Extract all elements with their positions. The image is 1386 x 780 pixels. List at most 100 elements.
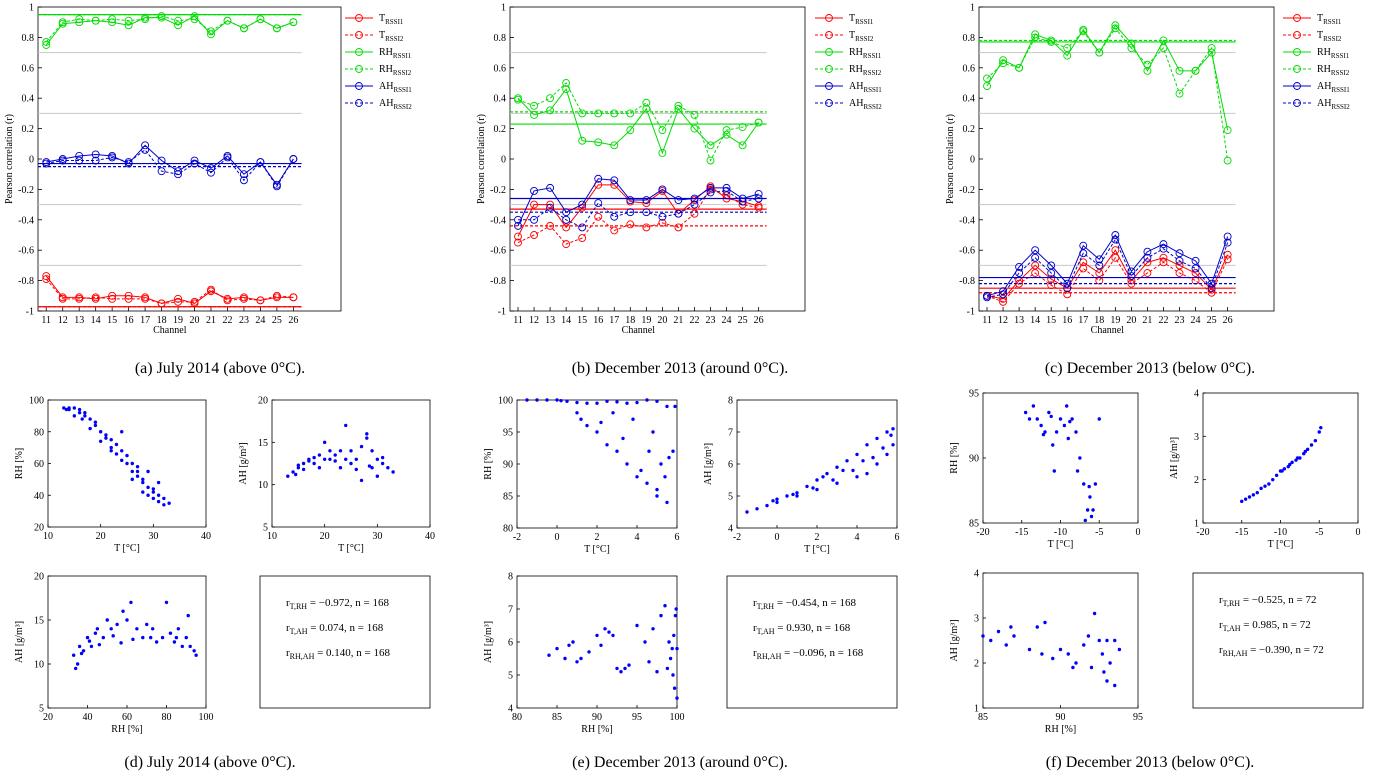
legend-marker bbox=[355, 82, 363, 90]
data-point-AH_RSSI1 bbox=[1191, 256, 1200, 265]
y-tick-label: 60 bbox=[34, 459, 44, 470]
scatter-point bbox=[1117, 647, 1122, 652]
scatter-point bbox=[579, 656, 583, 661]
data-point-RH_RSSI2 bbox=[738, 123, 747, 132]
caption-b: (b) December 2013 (around 0°C). bbox=[572, 360, 789, 377]
data-point-T_RSSI2 bbox=[594, 212, 603, 221]
y-tick-label: -1 bbox=[26, 307, 34, 318]
data-point-AH_RSSI1 bbox=[1031, 246, 1040, 255]
scatter-point bbox=[1317, 430, 1321, 434]
y-axis-label: RH [%] bbox=[14, 448, 25, 479]
data-point-RH_RSSI2 bbox=[1095, 48, 1104, 57]
scatter-point bbox=[1083, 518, 1088, 523]
series-line-AH_RSSI1 bbox=[986, 233, 1229, 297]
scatter-point bbox=[579, 417, 583, 421]
scatter-point bbox=[665, 666, 670, 671]
y-tick-label: 20 bbox=[34, 572, 44, 583]
y-tick-label: -1 bbox=[967, 307, 975, 318]
scatter-point bbox=[619, 670, 623, 674]
y-tick-label: 20 bbox=[34, 523, 44, 534]
scatter-point bbox=[625, 401, 629, 405]
correlation-stat: rRH,AH = 0.140, n = 168 bbox=[286, 647, 391, 661]
scatter-point bbox=[647, 660, 651, 664]
x-tick-label: 16 bbox=[593, 315, 603, 326]
data-point-RH_RSSI2 bbox=[1191, 66, 1200, 75]
x-tick-label: 10 bbox=[43, 531, 53, 542]
data-point-T_RSSI2 bbox=[674, 223, 683, 232]
x-tick-label: 22 bbox=[689, 315, 699, 326]
scatter-point bbox=[77, 407, 82, 412]
data-point-RH_RSSI2 bbox=[1031, 33, 1040, 42]
y-tick-label: 3 bbox=[974, 614, 979, 625]
y-tick-label: 0.2 bbox=[963, 124, 976, 135]
x-tick-label: -2 bbox=[733, 532, 741, 543]
legend-marker bbox=[355, 99, 363, 107]
scatter-point bbox=[98, 430, 103, 434]
data-point-AH_RSSI2 bbox=[42, 159, 51, 168]
y-tick-label: 95 bbox=[503, 428, 513, 439]
data-point-AH_RSSI1 bbox=[546, 183, 555, 192]
scatter-point bbox=[296, 466, 301, 470]
data-point-T_RSSI2 bbox=[562, 240, 571, 249]
scatter-point bbox=[120, 458, 124, 463]
y-tick-label: 4 bbox=[974, 569, 979, 580]
y-tick-label: 4 bbox=[1194, 389, 1199, 400]
scatter-point bbox=[1100, 652, 1105, 656]
x-tick-label: 90 bbox=[592, 712, 602, 723]
scatter-point bbox=[296, 463, 301, 467]
data-point-AH_RSSI2 bbox=[706, 188, 715, 197]
scatter-point bbox=[174, 635, 179, 640]
data-point-AH_RSSI1 bbox=[1047, 261, 1056, 270]
x-tick-label: -20 bbox=[976, 527, 989, 538]
scatter-point bbox=[595, 430, 599, 434]
data-point-AH_RSSI2 bbox=[1191, 264, 1200, 273]
scatter-point bbox=[871, 455, 875, 460]
scatter-point bbox=[286, 474, 290, 478]
data-point-T_RSSI1 bbox=[1159, 253, 1168, 262]
scatter-point bbox=[88, 417, 92, 421]
x-tick-label: 0 bbox=[555, 532, 560, 543]
scatter-point bbox=[1035, 417, 1039, 421]
scatter-point bbox=[981, 634, 985, 638]
scatter-point bbox=[795, 491, 799, 495]
scatter-point bbox=[891, 443, 895, 447]
scatter-point bbox=[359, 444, 364, 449]
y-axis-label: RH [%] bbox=[483, 448, 494, 479]
x-tick-label: 12 bbox=[998, 315, 1008, 326]
x-tick-label: 6 bbox=[895, 532, 900, 543]
correlation-stat: rT,RH = −0.525, n = 72 bbox=[1219, 594, 1316, 608]
scatter-point bbox=[1089, 665, 1094, 670]
y-tick-label: 2 bbox=[974, 659, 979, 670]
x-tick-label: 25 bbox=[1207, 315, 1217, 326]
scatter-point bbox=[855, 475, 859, 479]
x-tick-label: 30 bbox=[372, 531, 382, 542]
legend-label-T-RSSI1: TRSSI1 bbox=[849, 13, 874, 26]
data-point-RH_RSSI1 bbox=[578, 136, 587, 145]
data-point-RH_RSSI2 bbox=[658, 126, 667, 135]
scatter-point bbox=[317, 466, 322, 470]
data-point-AH_RSSI1 bbox=[1015, 262, 1024, 271]
scatter-point bbox=[1027, 417, 1032, 421]
scatter-point bbox=[775, 497, 779, 501]
data-point-AH_RSSI1 bbox=[207, 164, 215, 173]
data-point-AH_RSSI2 bbox=[514, 215, 522, 224]
data-point-AH_RSSI2 bbox=[674, 209, 683, 218]
series-line-RH_RSSI2 bbox=[45, 15, 294, 43]
x-tick-label: -5 bbox=[1315, 527, 1323, 538]
x-tick-label: -10 bbox=[1054, 527, 1067, 538]
data-point-AH_RSSI2 bbox=[578, 223, 587, 232]
scatter-point bbox=[85, 635, 90, 640]
scatter-point bbox=[885, 452, 889, 457]
y-tick-label: 10 bbox=[34, 660, 44, 671]
legend-label-AH-RSSI2: AHRSSI2 bbox=[849, 98, 882, 111]
scatter-point bbox=[72, 406, 77, 410]
scatter-point bbox=[815, 487, 819, 492]
legend-label-T-RSSI2: TRSSI2 bbox=[849, 30, 874, 43]
scatter-point bbox=[1309, 443, 1314, 447]
x-tick-label: 14 bbox=[1030, 315, 1040, 326]
y-axis-label: Pearson correlation (r) bbox=[945, 114, 956, 204]
legend-label-T-RSSI1: TRSSI1 bbox=[1317, 13, 1342, 26]
scatter-point bbox=[312, 461, 316, 466]
x-axis-label: Channel bbox=[153, 325, 187, 336]
x-tick-label: 12 bbox=[58, 315, 68, 326]
